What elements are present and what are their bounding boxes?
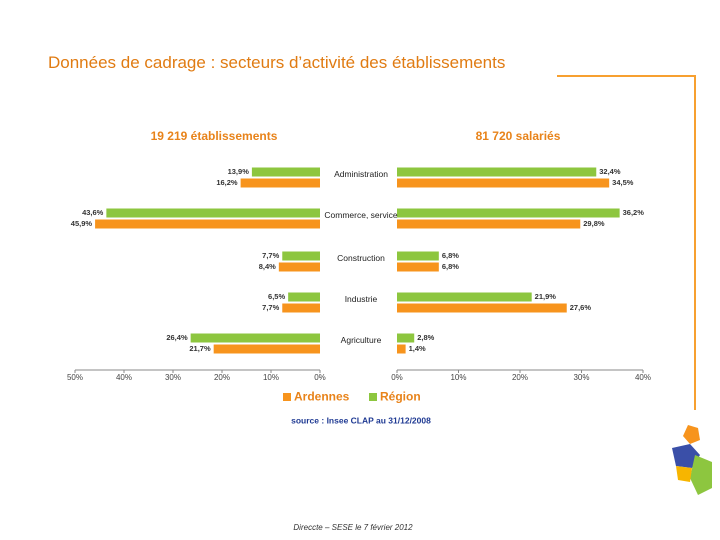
bar — [397, 262, 439, 272]
value-label: 26,4% — [166, 333, 188, 342]
value-label: 2,8% — [417, 333, 434, 342]
bar — [251, 167, 320, 177]
category-label: Administration — [334, 169, 388, 179]
value-label: 43,6% — [82, 208, 104, 217]
value-label: 36,2% — [623, 208, 645, 217]
x-tick-label: 30% — [573, 373, 589, 382]
category-label: Commerce, service — [324, 210, 398, 220]
x-tick-label: 20% — [512, 373, 528, 382]
legend-label: Région — [380, 390, 421, 404]
x-tick-label: 10% — [263, 373, 279, 382]
x-tick-label: 0% — [314, 373, 326, 382]
slide-title: Données de cadrage : secteurs d’activité… — [48, 53, 506, 72]
bar — [106, 208, 320, 218]
legend-swatch — [283, 393, 291, 401]
value-label: 7,7% — [262, 251, 279, 260]
bar — [397, 178, 610, 188]
value-label: 34,5% — [612, 178, 634, 187]
bar — [240, 178, 320, 188]
bar — [397, 344, 406, 354]
x-tick-label: 50% — [67, 373, 83, 382]
decor-line — [557, 75, 696, 410]
value-label: 6,5% — [268, 292, 285, 301]
bar — [282, 251, 320, 261]
value-label: 45,9% — [71, 219, 93, 228]
bar — [397, 208, 620, 218]
legend-label: Ardennes — [294, 390, 350, 404]
bar — [190, 333, 320, 343]
value-label: 29,8% — [583, 219, 605, 228]
value-label: 21,9% — [535, 292, 557, 301]
bar — [288, 292, 320, 302]
bar — [278, 262, 320, 272]
x-tick-label: 0% — [391, 373, 403, 382]
bar — [397, 303, 567, 313]
x-tick-label: 40% — [116, 373, 132, 382]
category-label: Industrie — [344, 294, 378, 304]
value-label: 7,7% — [262, 303, 279, 312]
bar — [95, 219, 320, 229]
value-label: 1,4% — [409, 344, 426, 353]
chart-title: 81 720 salariés — [476, 129, 561, 143]
category-label: Construction — [337, 253, 385, 263]
value-label: 27,6% — [570, 303, 592, 312]
x-tick-label: 30% — [165, 373, 181, 382]
footer: Direccte – SESE le 7 février 2012 — [293, 523, 413, 532]
bar — [397, 219, 581, 229]
value-label: 21,7% — [189, 344, 211, 353]
logo — [672, 425, 712, 495]
value-label: 13,9% — [228, 167, 250, 176]
bar — [397, 333, 415, 343]
source: source : Insee CLAP au 31/12/2008 — [291, 415, 431, 425]
x-tick-label: 10% — [450, 373, 466, 382]
chart-title: 19 219 établissements — [151, 129, 278, 143]
value-label: 6,8% — [442, 251, 459, 260]
category-label: Agriculture — [340, 335, 382, 345]
value-label: 32,4% — [599, 167, 621, 176]
bar — [397, 167, 597, 177]
x-tick-label: 40% — [635, 373, 651, 382]
x-tick-label: 20% — [214, 373, 230, 382]
bar — [397, 251, 439, 261]
value-label: 8,4% — [259, 262, 276, 271]
bar — [397, 292, 532, 302]
value-label: 16,2% — [216, 178, 238, 187]
bar — [213, 344, 320, 354]
legend-swatch — [369, 393, 377, 401]
bar — [282, 303, 320, 313]
value-label: 6,8% — [442, 262, 459, 271]
